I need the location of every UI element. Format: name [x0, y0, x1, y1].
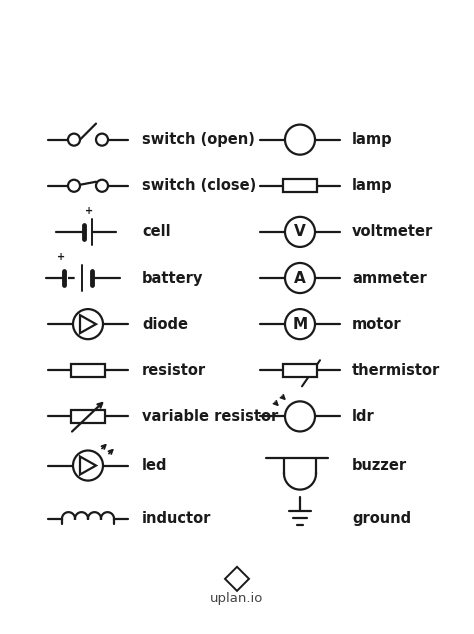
Text: +: + — [85, 206, 93, 216]
Text: motor: motor — [352, 316, 401, 332]
Circle shape — [73, 309, 103, 339]
Circle shape — [285, 401, 315, 432]
Polygon shape — [225, 567, 249, 591]
Text: A: A — [294, 271, 306, 285]
Bar — [283, 364, 317, 377]
Circle shape — [73, 451, 103, 481]
Text: inductor: inductor — [142, 511, 211, 526]
Circle shape — [285, 309, 315, 339]
Text: battery: battery — [142, 271, 203, 285]
Text: ammeter: ammeter — [352, 271, 427, 285]
Text: thermistor: thermistor — [352, 363, 440, 378]
Text: M: M — [292, 316, 308, 332]
Text: buzzer: buzzer — [352, 458, 407, 473]
Text: cell: cell — [142, 224, 171, 240]
Text: V: V — [294, 224, 306, 240]
Text: +: + — [57, 252, 65, 262]
Text: switch (open): switch (open) — [142, 132, 255, 147]
Text: led: led — [142, 458, 167, 473]
Polygon shape — [80, 456, 96, 475]
Text: ldr: ldr — [352, 409, 375, 424]
Circle shape — [68, 180, 80, 191]
Bar — [71, 410, 105, 423]
Circle shape — [285, 217, 315, 247]
Text: lamp: lamp — [352, 178, 392, 193]
Text: switch (close): switch (close) — [142, 178, 256, 193]
Text: variable resistor: variable resistor — [142, 409, 278, 424]
Text: ground: ground — [352, 511, 411, 526]
Circle shape — [285, 263, 315, 293]
Bar — [283, 179, 317, 192]
Circle shape — [68, 134, 80, 146]
Bar — [71, 364, 105, 377]
Text: voltmeter: voltmeter — [352, 224, 433, 240]
Circle shape — [96, 134, 108, 146]
Circle shape — [285, 125, 315, 155]
Text: Electrical circuit symbols: Electrical circuit symbols — [70, 32, 404, 56]
Polygon shape — [80, 315, 96, 333]
Text: uplan.io: uplan.io — [210, 592, 264, 605]
Text: lamp: lamp — [352, 132, 392, 147]
Text: diode: diode — [142, 316, 188, 332]
Circle shape — [96, 180, 108, 191]
Text: resistor: resistor — [142, 363, 206, 378]
